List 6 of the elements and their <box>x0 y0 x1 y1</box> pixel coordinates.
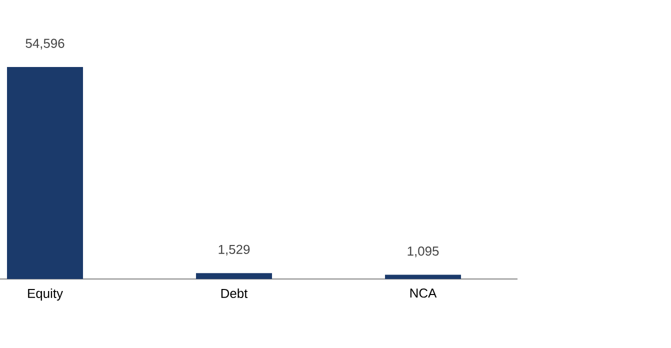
x-tick-label: Debt <box>221 288 248 298</box>
data-label: 1,529 <box>218 244 250 256</box>
data-label: 1,095 <box>408 246 439 258</box>
x-tick-label: Equity <box>28 288 63 301</box>
x-tick-label: NCA <box>410 288 437 298</box>
data-label: 54,596 <box>26 38 64 50</box>
